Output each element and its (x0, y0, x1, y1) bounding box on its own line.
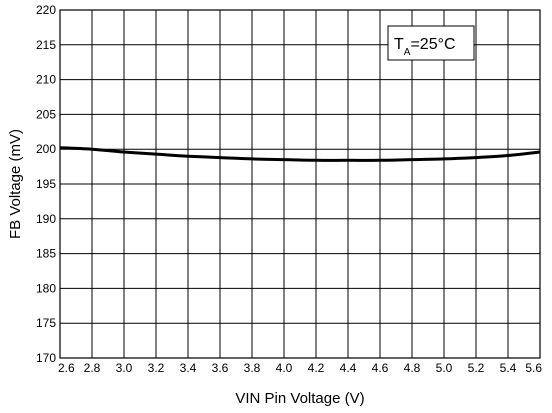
y-tick-labels: 170 175 180 185 190 195 200 205 210 215 220 (36, 3, 56, 365)
y-tick-label: 200 (36, 142, 56, 156)
x-tick-label: 3.4 (180, 361, 197, 375)
y-tick-label: 210 (36, 73, 56, 87)
y-tick-label: 185 (36, 247, 56, 261)
y-axis-title: FB Voltage (mV) (7, 129, 24, 239)
annotation-subscript: A (404, 47, 411, 58)
x-tick-label: 4.6 (372, 361, 389, 375)
y-tick-label: 170 (36, 351, 56, 365)
x-tick-label: 3.0 (116, 361, 133, 375)
x-tick-label: 4.0 (276, 361, 293, 375)
x-tick-label: 4.2 (308, 361, 325, 375)
y-tick-label: 220 (36, 3, 56, 17)
temperature-annotation: TA=25°C (387, 25, 475, 61)
y-tick-label: 205 (36, 107, 56, 121)
annotation-box (387, 25, 475, 61)
x-tick-label: 5.0 (436, 361, 453, 375)
y-tick-label: 215 (36, 38, 56, 52)
y-tick-label: 190 (36, 212, 56, 226)
x-tick-label: 5.6 (525, 361, 542, 375)
x-tick-label: 5.2 (468, 361, 485, 375)
x-axis-title: VIN Pin Voltage (V) (235, 390, 364, 407)
annotation-rest: =25°C (410, 36, 455, 53)
plot-frame (59, 9, 541, 359)
x-tick-label: 2.6 (58, 361, 75, 375)
x-tick-label: 5.4 (500, 361, 517, 375)
x-tick-label: 3.2 (148, 361, 165, 375)
x-tick-labels: 2.6 2.8 3.0 3.2 3.4 3.6 3.8 4.0 4.2 4.4 4.6 4.8 5.0 5… (58, 361, 542, 375)
annotation-text: TA=25°C (394, 36, 456, 58)
x-tick-label: 2.8 (84, 361, 101, 375)
y-tick-label: 180 (36, 281, 56, 295)
x-tick-label: 4.8 (404, 361, 421, 375)
x-tick-label: 4.4 (340, 361, 357, 375)
y-tick-label: 195 (36, 177, 56, 191)
x-tick-label: 3.6 (212, 361, 229, 375)
y-tick-label: 175 (36, 316, 56, 330)
x-tick-label: 3.8 (244, 361, 261, 375)
grid (59, 9, 541, 359)
series-line (59, 146, 541, 162)
